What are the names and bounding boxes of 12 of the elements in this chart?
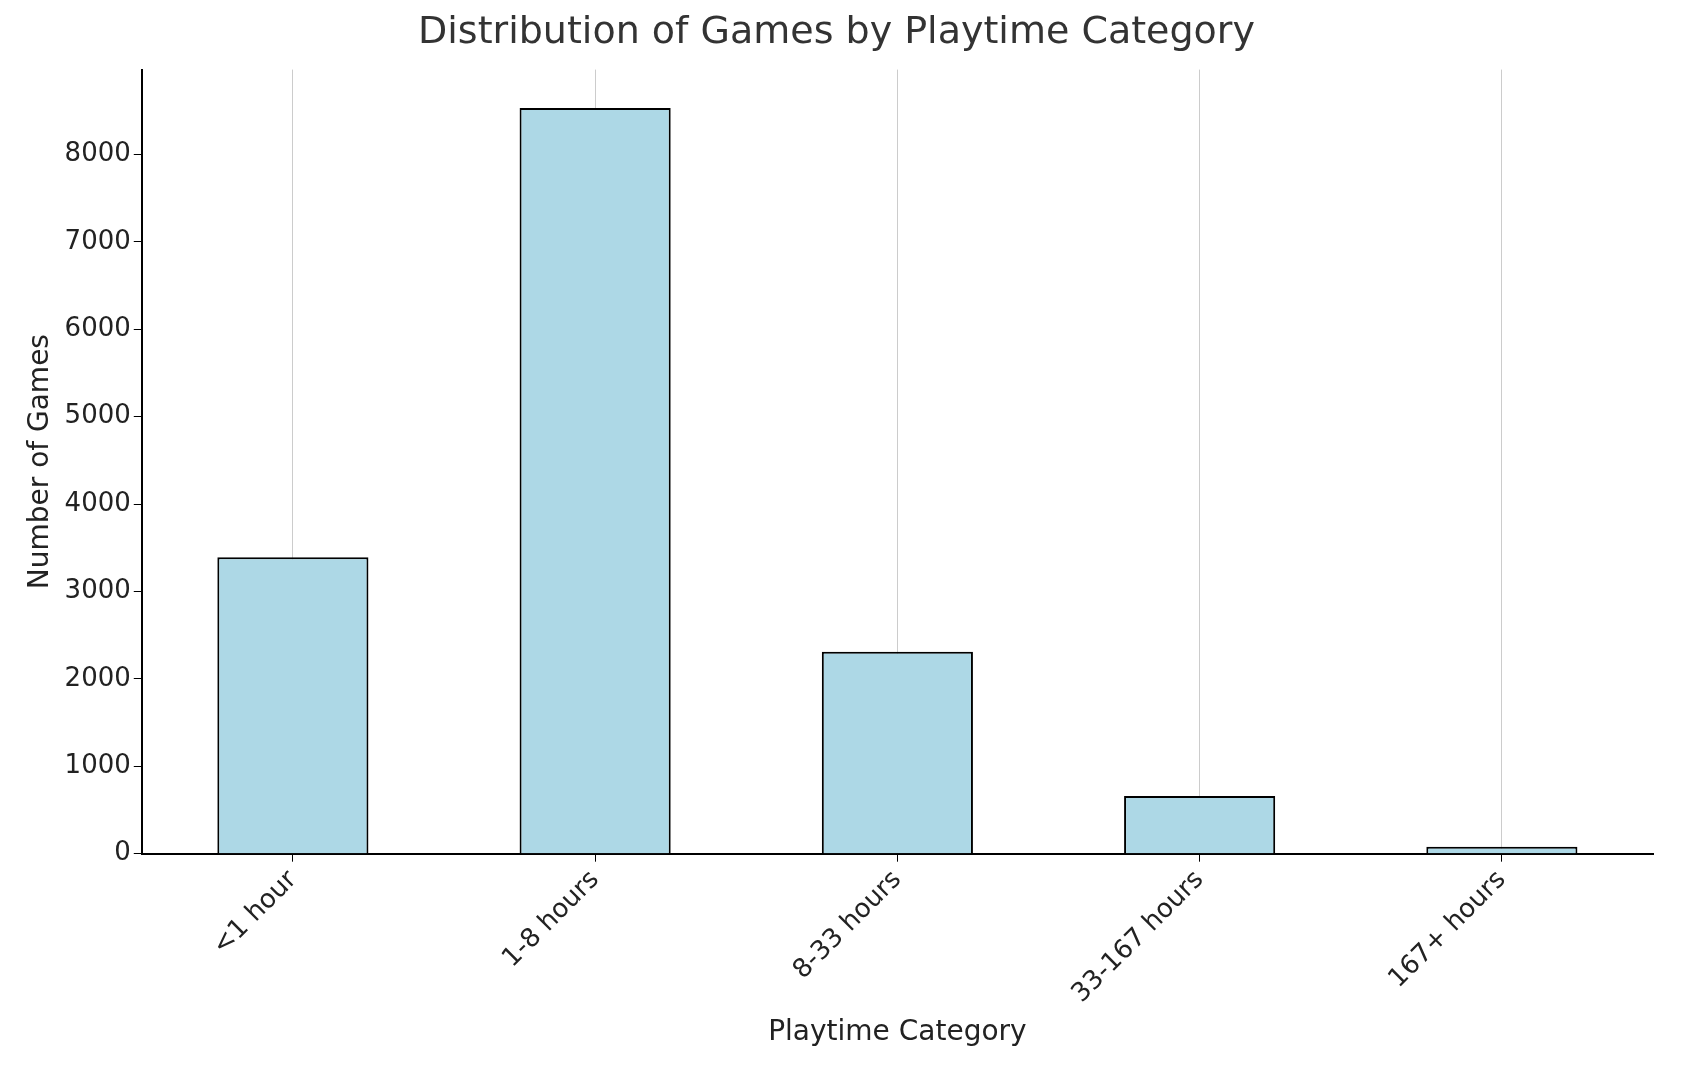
y-tick-label: 0 [114,836,131,867]
y-tick-label: 7000 [64,224,131,255]
y-tick-label: 2000 [64,661,131,692]
y-tick-label: 1000 [64,749,131,780]
y-tick-label: 5000 [64,399,131,430]
y-tick-label: 8000 [64,137,131,168]
x-axis-title: Playtime Category [768,1014,1027,1048]
y-tick-label: 4000 [64,486,131,517]
y-tick-label: 3000 [64,574,131,605]
chart-title: Distribution of Games by Playtime Category [418,7,1255,52]
y-axis-title: Number of Games [22,334,56,590]
y-tick-label: 6000 [64,311,131,342]
